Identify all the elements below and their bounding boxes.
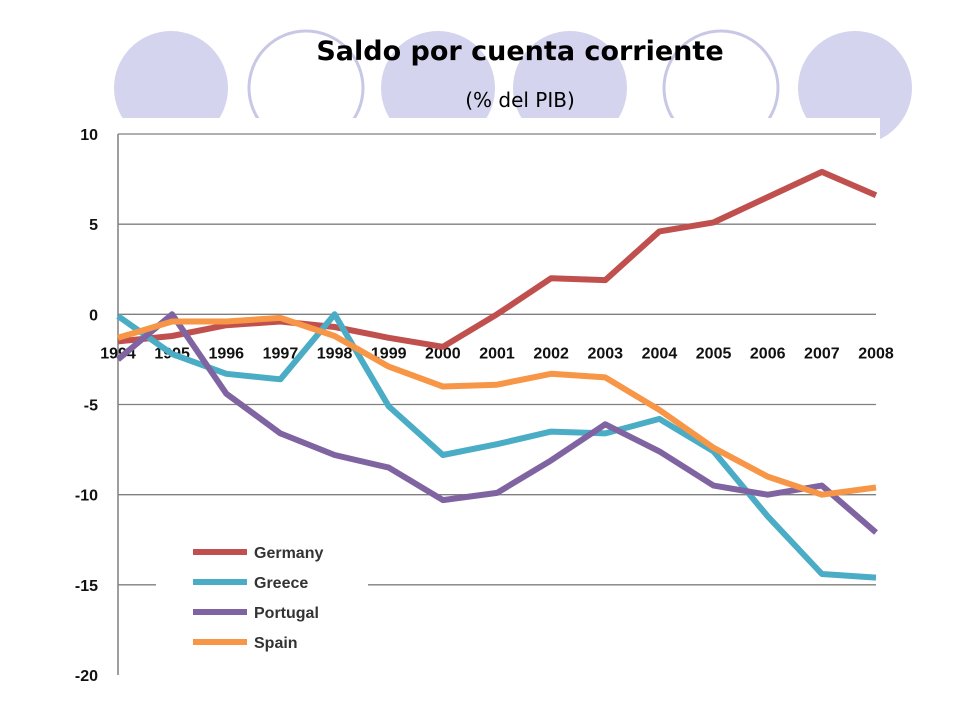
decorative-circle-1 <box>114 31 228 145</box>
y-tick-label: 10 <box>80 127 98 144</box>
x-tick-label: 2005 <box>696 345 732 362</box>
slide-subtitle: (% del PIB) <box>465 88 575 112</box>
series-lines <box>116 168 878 581</box>
legend-label: Spain <box>254 635 298 652</box>
chart-legend: Germany Greece Portugal Spain <box>156 538 368 658</box>
y-tick-label: -5 <box>84 398 98 415</box>
y-tick-label: 5 <box>89 217 98 234</box>
decorative-circles <box>114 29 912 147</box>
x-tick-label: 1996 <box>208 345 244 362</box>
legend-box <box>156 538 368 658</box>
x-tick-label: 2006 <box>750 345 786 362</box>
decorative-circle-6 <box>798 31 912 145</box>
legend-label: Portugal <box>254 605 319 622</box>
y-tick-label: 0 <box>89 307 98 324</box>
legend-label: Greece <box>254 575 308 592</box>
x-tick-label: 2008 <box>858 345 894 362</box>
decorative-circle-4 <box>513 31 627 145</box>
y-axis-ticks: 10 5 0 -5 -10 -15 -20 <box>75 127 98 685</box>
x-tick-label: 2001 <box>479 345 515 362</box>
slide-title: Saldo por cuenta corriente <box>316 36 724 67</box>
x-tick-label: 2007 <box>804 345 840 362</box>
x-tick-label: 1999 <box>371 345 407 362</box>
y-tick-label: -20 <box>75 668 98 685</box>
x-tick-label: 1997 <box>263 345 299 362</box>
legend-label: Germany <box>254 545 323 562</box>
x-tick-label: 2000 <box>425 345 461 362</box>
x-tick-label: 2004 <box>642 345 678 362</box>
series-line-portugal <box>116 311 878 535</box>
x-tick-label: 1998 <box>317 345 353 362</box>
series-line-germany <box>117 168 878 350</box>
y-tick-label: -10 <box>75 488 98 505</box>
x-axis-ticks: 1994 1995 1996 1997 1998 1999 2000 2001 2002 2003… <box>100 345 894 362</box>
series-line-spain <box>117 314 877 498</box>
y-tick-label: -15 <box>75 578 98 595</box>
x-tick-label: 2003 <box>587 345 623 362</box>
x-tick-label: 2002 <box>533 345 569 362</box>
decorative-circle-3 <box>381 31 495 145</box>
